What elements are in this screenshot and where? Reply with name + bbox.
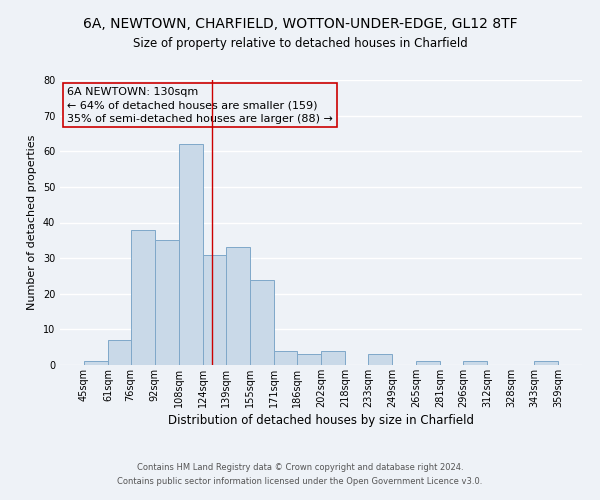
Text: Contains public sector information licensed under the Open Government Licence v3: Contains public sector information licen…	[118, 477, 482, 486]
Bar	[179, 144, 203, 365]
Bar	[155, 240, 179, 365]
Bar	[534, 362, 558, 365]
Bar	[203, 254, 226, 365]
Y-axis label: Number of detached properties: Number of detached properties	[27, 135, 37, 310]
Bar	[463, 362, 487, 365]
Bar	[416, 362, 440, 365]
Bar	[226, 248, 250, 365]
Bar	[108, 340, 131, 365]
Bar	[250, 280, 274, 365]
Bar	[274, 351, 297, 365]
Bar	[368, 354, 392, 365]
Text: Size of property relative to detached houses in Charfield: Size of property relative to detached ho…	[133, 38, 467, 51]
Bar	[84, 362, 108, 365]
Text: 6A NEWTOWN: 130sqm
← 64% of detached houses are smaller (159)
35% of semi-detach: 6A NEWTOWN: 130sqm ← 64% of detached hou…	[67, 87, 332, 124]
Text: Contains HM Land Registry data © Crown copyright and database right 2024.: Contains HM Land Registry data © Crown c…	[137, 464, 463, 472]
X-axis label: Distribution of detached houses by size in Charfield: Distribution of detached houses by size …	[168, 414, 474, 427]
Bar	[321, 351, 345, 365]
Bar	[297, 354, 321, 365]
Text: 6A, NEWTOWN, CHARFIELD, WOTTON-UNDER-EDGE, GL12 8TF: 6A, NEWTOWN, CHARFIELD, WOTTON-UNDER-EDG…	[83, 18, 517, 32]
Bar	[131, 230, 155, 365]
